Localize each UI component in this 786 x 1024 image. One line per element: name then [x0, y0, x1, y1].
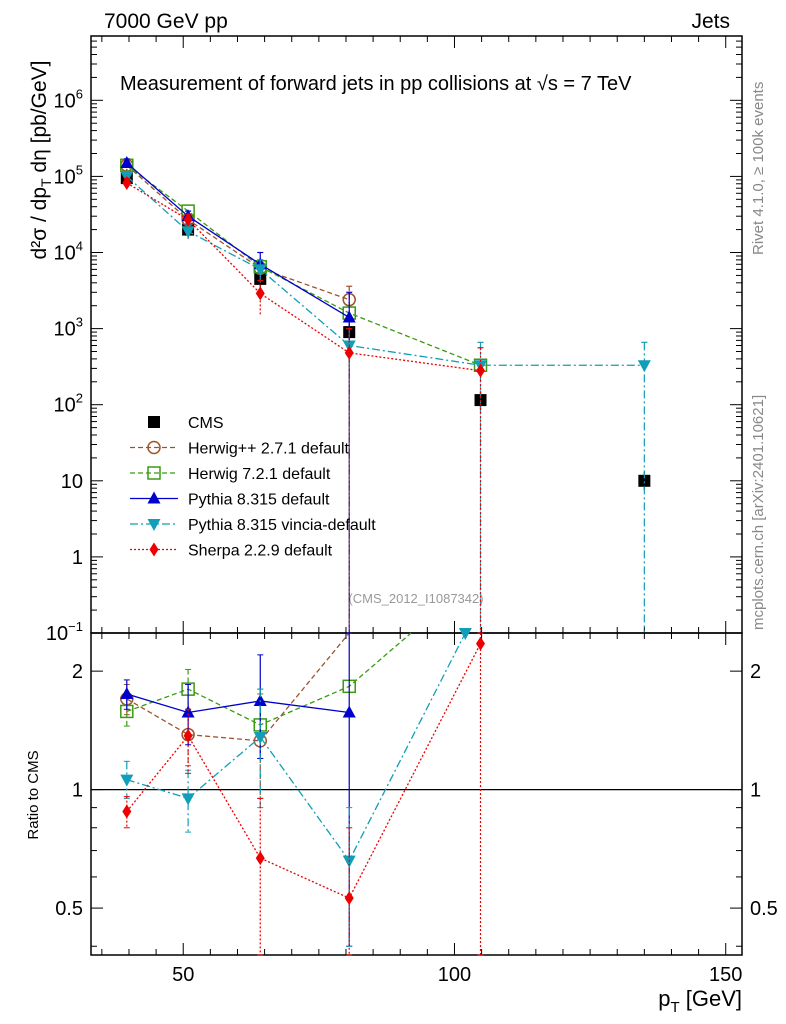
main-y-tick-label: 103: [54, 315, 83, 341]
ratio-y-tick-label: 1: [72, 780, 83, 802]
ratio-data-point: [120, 774, 134, 787]
legend-marker: [147, 519, 161, 531]
analysis-label: (CMS_2012_I1087342): [348, 591, 483, 606]
legend-entry: Pythia 8.315 default: [130, 491, 330, 509]
legend: CMS Herwig++ 2.7.1 default Herwig 7.2.1 de…: [130, 415, 376, 560]
ratio-series-line: [126, 693, 350, 714]
ratio-y-axis-label: Ratio to CMS: [25, 750, 42, 839]
legend-label: Pythia 8.315 vincia-default: [188, 517, 376, 534]
ratio-data-point: [181, 705, 195, 718]
series-line: [126, 164, 481, 366]
data-point: [253, 264, 267, 277]
legend-label: Pythia 8.315 default: [188, 492, 330, 509]
data-point: [342, 310, 356, 323]
title-prefix: Measurement of forward jets in pp collis…: [120, 73, 537, 95]
ratio-data-point: [344, 891, 354, 906]
title-sqrt: √s: [537, 73, 558, 95]
data-point: [255, 286, 265, 301]
ratio-series-line: [126, 632, 466, 862]
mcplots-label: mcplots.cern.ch [arXiv:2401.10621]: [750, 395, 767, 630]
series-line: [126, 162, 350, 319]
ratio-data-point: [476, 636, 486, 651]
legend-marker: [147, 466, 161, 480]
data-point: [637, 360, 651, 373]
main-y-axis-label: d²σ / dpT dη [pb/GeV]: [28, 61, 54, 260]
legend-entry: Herwig++ 2.7.1 default: [130, 441, 350, 458]
legend-label: Herwig++ 2.7.1 default: [188, 441, 350, 458]
legend-entry: Sherpa 2.2.9 default: [130, 542, 333, 560]
legend-label: Sherpa 2.2.9 default: [188, 543, 333, 560]
ratio-series-pythia-8-315-vincia-default: [120, 628, 472, 947]
series-line: [126, 182, 481, 372]
ratio-data-point: [253, 732, 267, 745]
data-point: [638, 474, 651, 487]
legend-entry: CMS: [148, 415, 224, 432]
ratio-panel: 0.5 0.5 1 1 2 2 50 100 150: [55, 628, 778, 986]
x-tick-label: 150: [709, 964, 742, 986]
ratio-data-point: [183, 728, 193, 743]
ratio-data-point: [458, 628, 472, 640]
series-herwig-7-2-1-default: [120, 158, 488, 372]
ratio-data-point: [120, 686, 134, 699]
ratio-frame: [90, 632, 743, 956]
data-point: [122, 175, 132, 190]
main-panel: 10−1 1 10 102 103 104 105 106: [46, 35, 743, 645]
main-y-tick-label: 104: [54, 239, 83, 265]
series-pythia-8-315-default: [120, 156, 356, 633]
data-point: [183, 212, 193, 227]
ratio-series-pythia-8-315-default: [120, 632, 356, 947]
legend-label: Herwig 7.2.1 default: [188, 466, 331, 483]
legend-entry: Herwig 7.2.1 default: [130, 466, 331, 483]
data-point: [120, 156, 134, 169]
title-suffix: = 7 TeV: [558, 73, 632, 95]
legend-entry: Pythia 8.315 vincia-default: [130, 517, 376, 534]
ratio-series-line: [126, 632, 412, 726]
legend-label: CMS: [188, 415, 224, 432]
data-point: [181, 226, 195, 239]
ratio-series-herwig-2-7-1-default: [120, 632, 350, 799]
ratio-y-tick-label-right: 1: [750, 780, 761, 802]
ratio-data-point: [181, 793, 195, 806]
category-label: Jets: [691, 10, 730, 33]
legend-marker: [148, 416, 160, 428]
legend-marker: [147, 491, 161, 504]
energy-label: 7000 GeV pp: [104, 10, 228, 33]
ratio-series-line: [126, 632, 350, 742]
legend-marker: [149, 542, 159, 557]
data-point: [476, 363, 486, 378]
x-axis-label: pT [GeV]: [658, 986, 742, 1016]
main-y-tick-label: 105: [54, 162, 83, 188]
main-y-tick-label: 106: [54, 86, 83, 112]
series-line: [126, 164, 350, 301]
ratio-y-tick-label-right: 2: [750, 661, 761, 683]
plot-title: Measurement of forward jets in pp collis…: [120, 73, 632, 95]
ratio-data-point: [342, 705, 356, 718]
series-sherpa-2-2-9-default: [122, 175, 486, 633]
main-y-tick-label: 10−1: [46, 619, 83, 645]
series-pythia-8-315-vincia-default: [120, 171, 651, 633]
ratio-data-point: [122, 804, 132, 819]
ratio-y-tick-label: 2: [72, 661, 83, 683]
legend-marker: [147, 440, 161, 455]
x-tick-label: 100: [438, 964, 471, 986]
main-y-tick-label: 10: [61, 471, 83, 493]
main-y-tick-label: 102: [54, 391, 83, 417]
ratio-series-line: [126, 643, 482, 899]
main-y-tick-label: 1: [72, 547, 83, 569]
series-line: [126, 175, 645, 366]
data-point: [344, 345, 354, 360]
ratio-y-tick-label-right: 0.5: [750, 898, 778, 920]
ratio-y-tick-label: 0.5: [55, 898, 83, 920]
x-tick-label: 50: [172, 964, 194, 986]
ratio-data-point: [255, 851, 265, 866]
ratio-series-sherpa-2-2-9-default: [122, 632, 486, 956]
svg-text:d²σ / dpT dη [pb/GeV]: d²σ / dpT dη [pb/GeV]: [28, 61, 54, 260]
ratio-data-point: [253, 693, 267, 706]
rivet-version-label: Rivet 4.1.0, ≥ 100k events: [750, 82, 767, 255]
